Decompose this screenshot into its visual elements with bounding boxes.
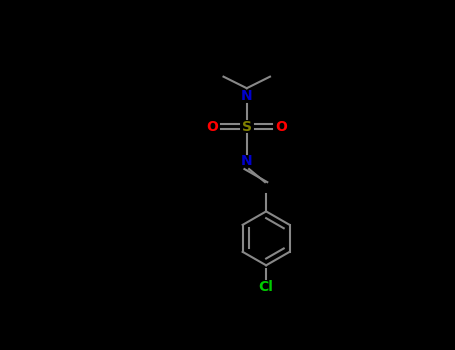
Text: N: N [241, 89, 253, 103]
Text: O: O [276, 120, 288, 134]
Text: S: S [242, 120, 252, 134]
Text: N: N [241, 154, 253, 168]
Text: O: O [206, 120, 218, 134]
Text: Cl: Cl [259, 280, 273, 294]
